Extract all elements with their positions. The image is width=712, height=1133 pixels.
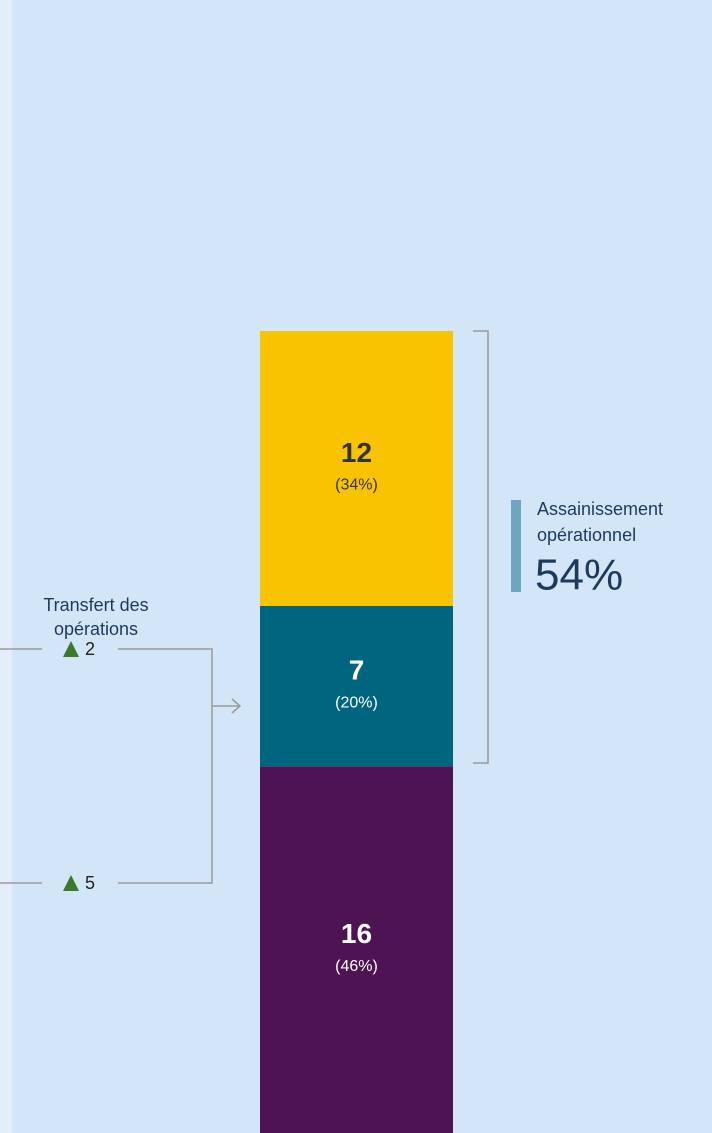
left-strip	[0, 0, 12, 1133]
increase-marker	[63, 641, 79, 657]
share-label: (20%)	[335, 694, 378, 711]
bar-segment	[260, 766, 453, 1133]
bar-segment	[260, 331, 453, 606]
bracket-value: 54%	[535, 551, 623, 600]
transfer-value: 5	[85, 873, 95, 893]
increase-marker	[63, 875, 79, 891]
value-label: 7	[349, 655, 365, 686]
transfer-value: 2	[85, 639, 95, 659]
bar-segment	[260, 605, 453, 767]
transfer-label: opérations	[54, 619, 138, 639]
share-label: (46%)	[335, 958, 378, 975]
bracket-label: Assainissement	[537, 499, 663, 519]
bracket-bar	[511, 500, 521, 592]
transfer-label: Transfert des	[43, 595, 148, 615]
bracket	[473, 330, 489, 764]
bracket-label: opérationnel	[537, 525, 636, 545]
share-label: (34%)	[335, 477, 378, 494]
value-label: 12	[341, 437, 372, 468]
connector	[0, 648, 242, 884]
value-label: 16	[341, 918, 372, 949]
